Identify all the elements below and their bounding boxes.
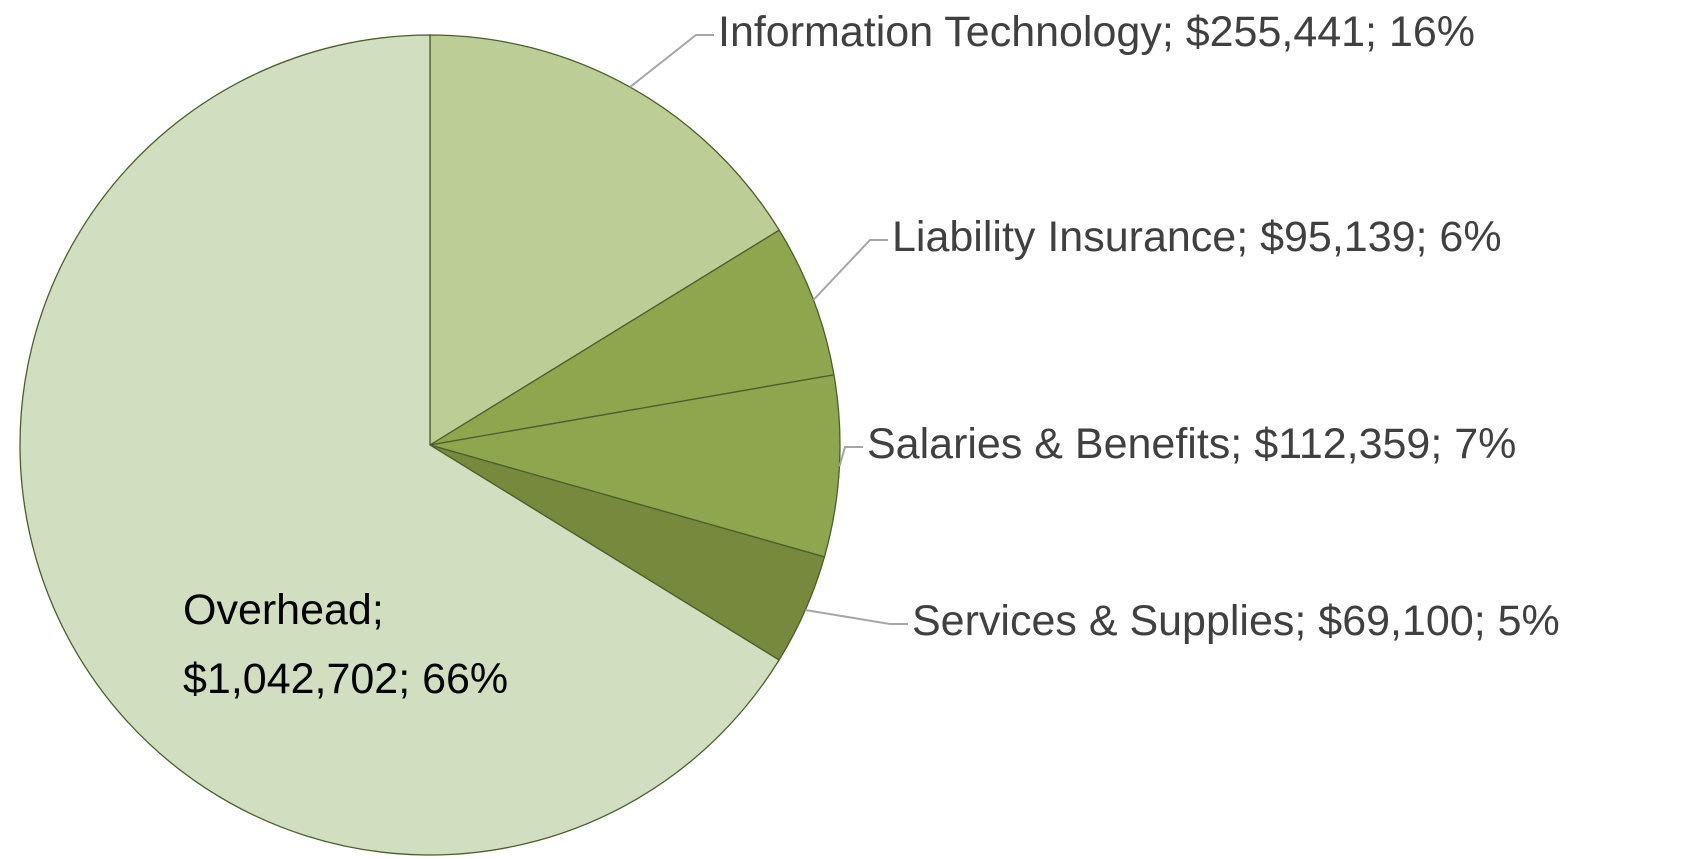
data-label-line: Liability Insurance; $95,139; 6% (892, 213, 1502, 261)
data-label-line: Salaries & Benefits; $112,359; 7% (867, 420, 1516, 468)
data-label: Salaries & Benefits; $112,359; 7% (867, 420, 1516, 468)
data-label: Liability Insurance; $95,139; 6% (892, 213, 1502, 261)
leader-line (838, 446, 863, 467)
data-label: Overhead; $1,042,702; 66% (183, 586, 508, 703)
pie-slice (429, 374, 841, 558)
pie-slice (19, 34, 780, 856)
leader-line (805, 609, 908, 625)
pie-slice (429, 34, 781, 447)
data-label-line: Information Technology; $255,441; 16% (718, 8, 1475, 56)
data-label-line: $1,042,702; 66% (183, 655, 508, 703)
data-label: Information Technology; $255,441; 16% (718, 8, 1475, 56)
data-label: Services & Supplies; $69,100; 5% (912, 597, 1560, 645)
data-label-line: Services & Supplies; $69,100; 5% (912, 597, 1560, 645)
leader-line (629, 34, 714, 88)
leader-line (812, 239, 888, 301)
data-label-line: Overhead; (183, 586, 384, 634)
pie-slice (429, 229, 835, 446)
